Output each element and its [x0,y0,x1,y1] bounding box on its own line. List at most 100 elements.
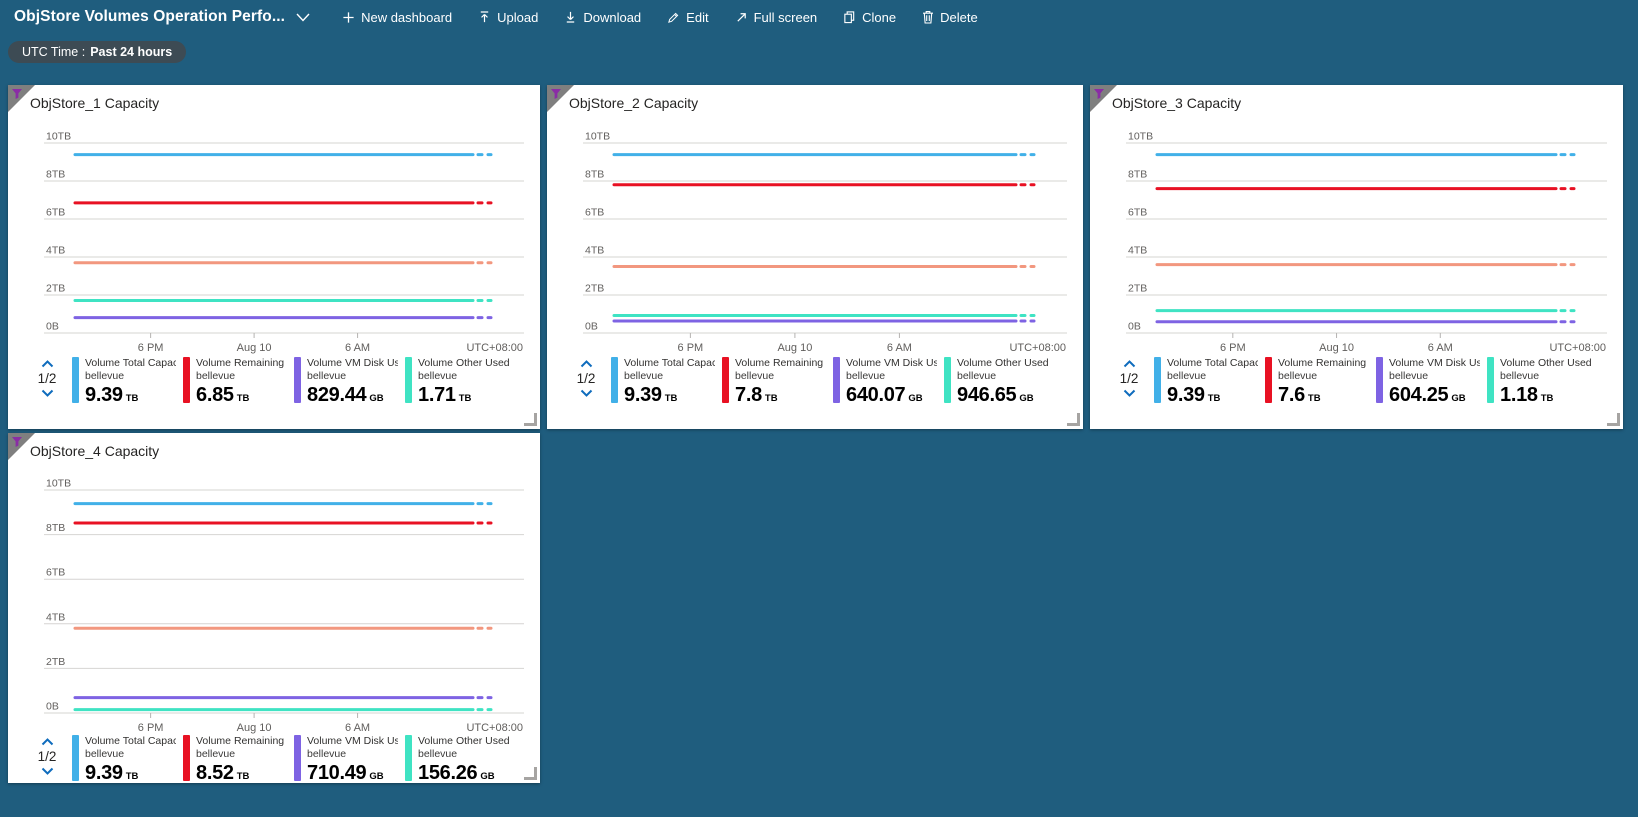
svg-text:2TB: 2TB [585,283,604,295]
legend-page-indicator: 1/2 [37,749,57,764]
download-button[interactable]: Download [555,6,650,29]
dashboard-title-dropdown[interactable]: ObjStore Volumes Operation Perfo... [14,8,311,26]
new-dashboard-button[interactable]: New dashboard [333,6,461,29]
edit-button[interactable]: Edit [658,6,717,29]
legend-resource-name: bellevue [196,748,236,760]
legend-metric-name: Volume VM Disk Used ... [307,357,398,369]
tile-resize-handle[interactable] [524,413,537,426]
legend-color-bar [944,357,951,403]
legend-pager: 1/2 [1112,357,1146,398]
legend-metric-name: Volume Other Used Ca... [418,357,509,369]
legend-color-bar [1265,357,1272,403]
svg-text:0B: 0B [1128,321,1141,333]
legend-metric-value: 1.71 TB [418,384,472,406]
tile-resize-handle[interactable] [1607,413,1620,426]
legend-item[interactable]: Volume Other Used Ca... bellevue 156.26G… [405,735,509,785]
edit-pencil-icon [667,11,680,24]
svg-text:6TB: 6TB [46,207,65,219]
svg-text:2TB: 2TB [46,656,65,668]
tile-resize-handle[interactable] [524,767,537,780]
legend-item[interactable]: Volume VM Disk Used ... bellevue 829.44G… [294,357,398,407]
legend-page-up-button[interactable] [579,359,594,369]
tile-title: ObjStore_3 Capacity [1112,95,1242,111]
filter-corner[interactable] [8,85,35,112]
legend-metric-name: Volume Total Capacit... [1167,357,1258,369]
delete-button[interactable]: Delete [913,6,987,29]
capacity-line-chart[interactable]: 0B 2TB 4TB 6TB 8TB 10TB 6 PM Aug 10 6 AM UTC+08:0… [547,130,1083,365]
legend-resource-name: bellevue [1167,370,1207,382]
filter-corner[interactable] [8,433,35,460]
legend-resource-name: bellevue [307,370,347,382]
download-icon [564,10,577,24]
utc-time-filter-pill[interactable]: UTC Time : Past 24 hours [8,41,187,63]
legend-page-up-button[interactable] [1122,359,1137,369]
legend-page-up-button[interactable] [40,359,55,369]
legend-item[interactable]: Volume VM Disk Used ... bellevue 710.49G… [294,735,398,785]
legend-metric-value: 710.49 GB [307,762,384,784]
capacity-line-chart[interactable]: 0B 2TB 4TB 6TB 8TB 10TB 6 PM Aug 10 6 AM UTC+08:0… [8,478,540,758]
capacity-line-chart[interactable]: 0B 2TB 4TB 6TB 8TB 10TB 6 PM Aug 10 6 AM UTC+08:0… [8,130,540,365]
legend-color-bar [294,735,301,781]
legend-page-up-button[interactable] [40,737,55,747]
plus-icon [342,11,355,24]
legend-page-down-button[interactable] [40,766,55,776]
legend-metric-name: Volume Total Capacit... [624,357,715,369]
legend-item[interactable]: Volume VM Disk Used ... bellevue 604.25G… [1376,357,1480,407]
filter-corner[interactable] [1090,85,1117,112]
svg-text:4TB: 4TB [46,611,65,623]
tile-resize-handle[interactable] [1067,413,1080,426]
legend-metric-name: Volume Remaining Cap... [196,357,287,369]
legend-page-down-button[interactable] [1122,388,1137,398]
svg-text:UTC+08:00: UTC+08:00 [1549,342,1606,354]
filter-corner[interactable] [547,85,574,112]
legend-resource-name: bellevue [624,370,664,382]
legend-metric-name: Volume Remaining Cap... [196,735,287,747]
upload-button[interactable]: Upload [469,6,547,29]
capacity-line-chart[interactable]: 0B 2TB 4TB 6TB 8TB 10TB 6 PM Aug 10 6 AM UTC+08:0… [1090,130,1623,365]
svg-text:10TB: 10TB [1128,131,1153,143]
svg-text:8TB: 8TB [46,169,65,181]
svg-text:6TB: 6TB [46,567,65,579]
capacity-tile: ObjStore_4 Capacity 0B 2TB 4TB 6TB 8TB 10TB 6 … [8,433,540,785]
legend-resource-name: bellevue [1389,370,1429,382]
tile-legend: 1/2 Volume Total Capacit... bellevue 9.3… [30,357,534,407]
legend-item[interactable]: Volume VM Disk Used ... bellevue 640.07G… [833,357,937,407]
svg-text:Aug 10: Aug 10 [777,342,812,354]
legend-pager: 1/2 [569,357,603,398]
legend-item[interactable]: Volume Remaining Cap... bellevue 7.6TB [1265,357,1369,407]
legend-metric-value: 9.39 TB [85,384,139,406]
legend-items: Volume Total Capacit... bellevue 9.39TB … [72,357,516,407]
svg-text:6 AM: 6 AM [345,342,370,354]
fullscreen-button[interactable]: Full screen [726,6,827,29]
legend-page-down-button[interactable] [40,388,55,398]
legend-color-bar [294,357,301,403]
filter-funnel-icon [551,89,561,99]
svg-text:Aug 10: Aug 10 [237,342,272,354]
legend-resource-name: bellevue [196,370,236,382]
tile-legend: 1/2 Volume Total Capacit... bellevue 9.3… [1112,357,1617,407]
chevron-up-icon [41,360,53,368]
legend-resource-name: bellevue [1500,370,1540,382]
chevron-down-icon [1123,389,1135,397]
legend-metric-name: Volume Total Capacit... [85,357,176,369]
tile-legend: 1/2 Volume Total Capacit... bellevue 9.3… [569,357,1077,407]
svg-text:2TB: 2TB [46,283,65,295]
legend-metric-value: 7.6 TB [1278,384,1321,406]
legend-item[interactable]: Volume Remaining Cap... bellevue 7.8TB [722,357,826,407]
clone-button[interactable]: Clone [834,6,905,29]
legend-item[interactable]: Volume Other Used Ca... bellevue 946.65G… [944,357,1048,407]
legend-color-bar [1487,357,1494,403]
legend-page-down-button[interactable] [579,388,594,398]
legend-page-indicator: 1/2 [576,371,596,386]
svg-text:10TB: 10TB [46,478,71,490]
